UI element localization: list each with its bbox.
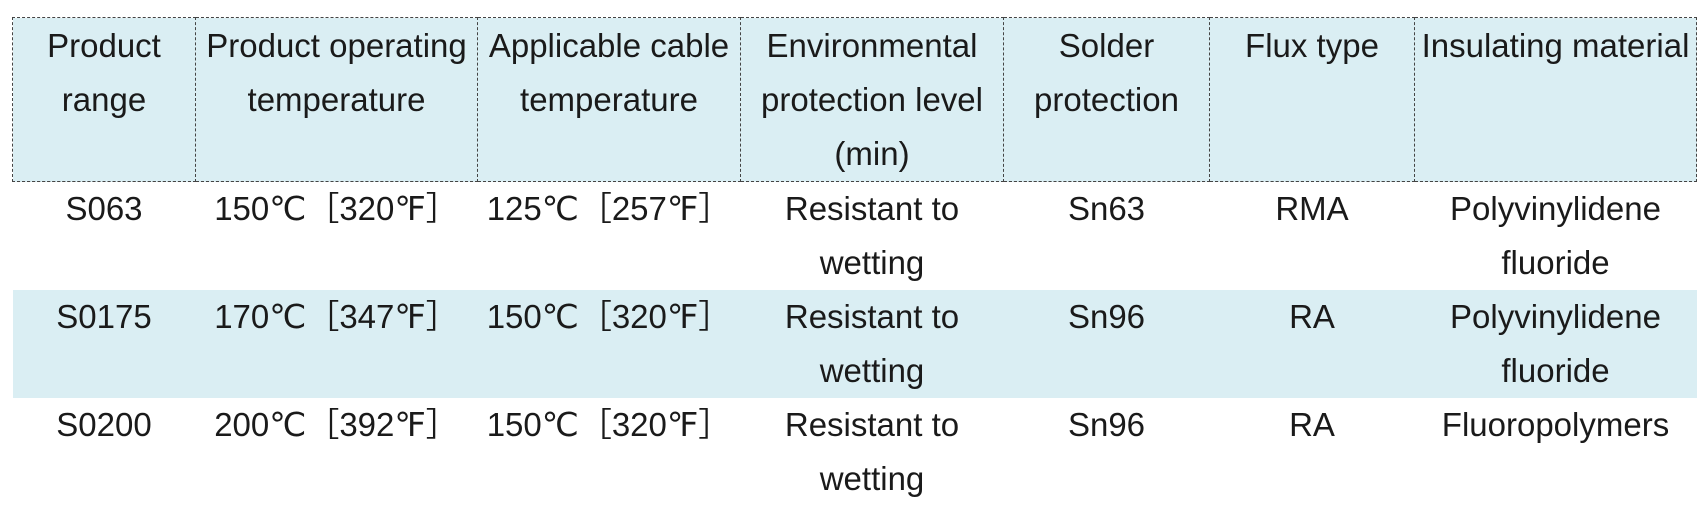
- cell-environmental-protection: Resistant to wetting: [784, 406, 960, 497]
- cell-product-range: S0200: [56, 406, 152, 443]
- cell-cable-temperature: 125℃［257℉］: [486, 190, 732, 227]
- table-row: S0200 200℃［392℉］ 150℃［320℉］ Resistant to…: [13, 398, 1697, 506]
- table-row: S0175 170℃［347℉］ 150℃［320℉］ Resistant to…: [12, 290, 1697, 398]
- cell-environmental-protection: Resistant to wetting: [784, 298, 960, 389]
- cell-cable-temperature: 150℃［320℉］: [486, 298, 732, 335]
- cell-insulating-material: Polyvinylidene fluoride: [1450, 190, 1661, 281]
- cell-environmental-protection: Resistant to wetting: [784, 190, 960, 281]
- cell-solder-protection: Sn96: [1067, 406, 1146, 443]
- cell-insulating-material: Polyvinylidene fluoride: [1450, 298, 1661, 389]
- product-spec-table: Product range Product operating temperat…: [12, 17, 1697, 506]
- cell-product-range: S063: [65, 190, 143, 227]
- header-insulating-material: Insulating material: [1414, 17, 1697, 182]
- header-cable-temperature: Applicable cable temperature: [477, 17, 741, 182]
- cell-product-range: S0175: [56, 298, 152, 335]
- cell-insulating-material: Fluoropolymers: [1441, 406, 1670, 443]
- header-environmental-protection: Environmental protection level (min): [740, 17, 1004, 182]
- table-row: S063 150℃［320℉］ 125℃［257℉］ Resistant to …: [13, 182, 1697, 291]
- cell-flux-type: RMA: [1275, 190, 1349, 227]
- cell-solder-protection: Sn96: [1067, 298, 1146, 335]
- header-product-range: Product range: [12, 17, 196, 182]
- cell-operating-temperature: 150℃［320℉］: [214, 190, 459, 227]
- cell-solder-protection: Sn63: [1067, 190, 1146, 227]
- cell-operating-temperature: 170℃［347℉］: [214, 298, 459, 335]
- cell-cable-temperature: 150℃［320℉］: [486, 406, 732, 443]
- header-operating-temperature: Product operating temperature: [195, 17, 478, 182]
- header-solder-protection: Solder protection: [1003, 17, 1210, 182]
- cell-flux-type: RA: [1289, 406, 1335, 443]
- cell-operating-temperature: 200℃［392℉］: [214, 406, 459, 443]
- header-flux-type: Flux type: [1209, 17, 1415, 182]
- table-header-row: Product range Product operating temperat…: [12, 17, 1697, 182]
- cell-flux-type: RA: [1289, 298, 1335, 335]
